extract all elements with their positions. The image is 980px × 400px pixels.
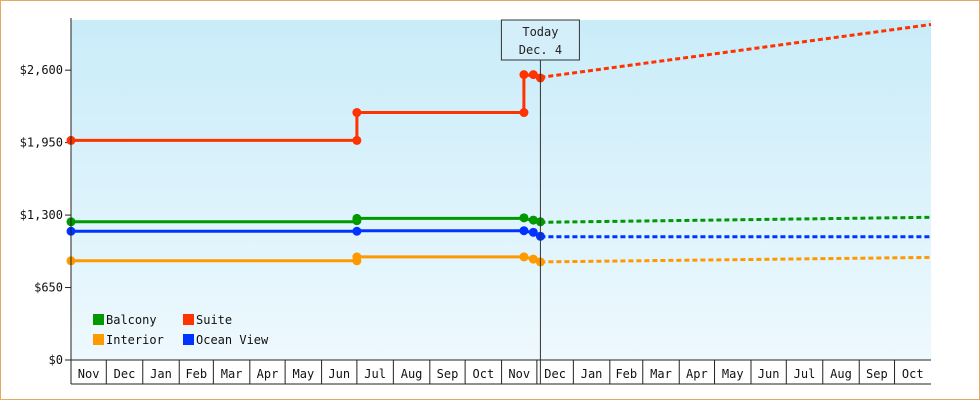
x-tick-label: Nov [78,367,100,381]
x-tick-label: Dec [114,367,136,381]
x-tick-label: May [293,367,315,381]
legend-swatch-suite [183,314,194,325]
y-axis-ticks: $0 $650 $1,300 $1,950 $2,600 [20,63,71,367]
x-tick-label: Jun [328,367,350,381]
data-point-ocean-view [519,226,529,236]
x-tick-label: Mar [650,367,672,381]
data-point-balcony [352,213,362,223]
legend-swatch-balcony [93,314,104,325]
y-tick-label: $0 [49,353,63,367]
x-tick-label: Apr [686,367,708,381]
forecast-line-suite [540,23,932,79]
legend-label-interior: Interior [106,333,164,347]
x-tick-label: Aug [830,367,852,381]
today-date: Dec. 4 [519,43,562,57]
today-label: Today [522,25,558,39]
data-point-ocean-view [352,226,362,236]
x-tick-label: Feb [615,367,637,381]
x-tick-label: Jan [581,367,603,381]
y-tick-label: $1,300 [20,208,63,222]
series-layer [66,23,932,267]
x-tick-label: Nov [508,367,530,381]
legend-swatch-interior [93,334,104,345]
legend-label-suite: Suite [196,313,232,327]
x-axis: Nov Dec Jan Feb Mar Apr May Jun Jul Aug Sep Oct Nov D… [70,359,931,385]
today-box [500,19,580,61]
x-tick-label: Dec [544,367,566,381]
data-point-ocean-view [528,227,538,237]
today-marker: Today Dec. 4 [500,19,580,384]
data-point-suite [352,108,362,118]
forecast-line-interior [540,255,932,264]
x-tick-label: Sep [437,367,459,381]
data-point-interior [528,254,538,264]
legend: Balcony Suite Interior Ocean View [93,313,269,347]
legend-swatch-ocean-view [183,334,194,345]
legend-label-balcony: Balcony [106,313,157,327]
x-tick-label: Mar [221,367,243,381]
x-tick-label: Jun [758,367,780,381]
data-point-balcony [519,213,529,223]
x-tick-label: Jul [794,367,816,381]
forecast-line-balcony [540,215,932,224]
x-tick-label: Jul [364,367,386,381]
x-tick-label: Feb [185,367,207,381]
data-point-suite [352,135,362,145]
x-tick-label: May [722,367,744,381]
x-tick-label: Oct [473,367,495,381]
data-point-suite [519,70,529,80]
y-tick-label: $1,950 [20,136,63,150]
data-point-interior [352,252,362,262]
x-tick-label: Jan [150,367,172,381]
data-point-suite [519,108,529,118]
data-point-suite [528,70,538,80]
y-tick-label: $650 [34,281,63,295]
x-tick-label: Oct [902,367,924,381]
x-tick-label: Aug [401,367,423,381]
x-tick-label: Sep [866,367,888,381]
data-point-interior [519,252,529,262]
y-tick-label: $2,600 [20,63,63,77]
data-point-balcony [528,215,538,225]
plot-area [71,20,931,360]
x-tick-label: Apr [257,367,279,381]
legend-label-ocean-view: Ocean View [196,333,269,347]
